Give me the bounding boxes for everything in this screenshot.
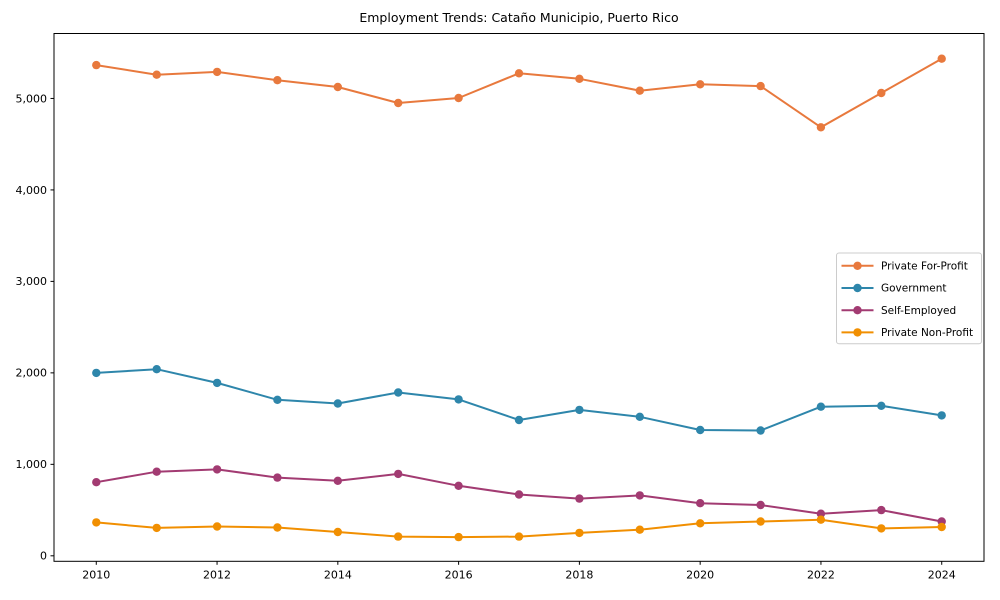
data-point [937,411,946,420]
y-tick-label: 3,000 [16,275,48,288]
y-tick-label: 0 [40,550,47,563]
y-tick-label: 5,000 [16,92,48,105]
data-point [575,528,584,538]
data-point [333,399,342,408]
data-point [333,82,342,92]
data-point [454,481,463,490]
data-point [816,402,826,411]
data-point [394,469,403,479]
data-point [635,412,644,421]
data-point [514,490,524,499]
data-point [92,478,101,487]
legend: Private For-Profit Government Self-Employe… [836,252,982,345]
data-point [635,491,644,500]
data-point [575,494,584,503]
plot-border [53,33,985,562]
data-point [273,523,282,532]
data-point [394,98,403,108]
data-point [877,524,886,533]
data-point [92,518,101,527]
data-point [877,88,886,98]
data-point [333,527,342,537]
data-point [394,532,403,541]
data-point [454,93,463,103]
data-point [635,525,644,534]
data-point [152,523,161,533]
x-tick-label: 2012 [203,568,231,581]
legend-marker [853,283,862,293]
data-point [575,74,584,84]
data-point [877,401,886,410]
data-point [696,499,705,508]
data-point [756,81,765,91]
data-point [152,365,161,374]
legend-item-private-non-profit: Private Non-Profit [841,327,973,339]
data-point [816,515,826,524]
data-point [152,467,161,476]
data-point [212,67,222,77]
data-point [273,473,282,482]
legend-item-self-employed: Self-Employed [841,305,956,317]
x-tick-label: 2016 [445,568,473,581]
series-government [92,365,946,435]
data-point [514,532,524,541]
series-self-employed [92,465,946,526]
data-point [575,405,584,415]
data-point [92,368,101,378]
data-point [394,388,403,397]
data-point [756,500,765,510]
legend-label: Private For-Profit [881,260,968,272]
x-tick-label: 2020 [686,568,714,581]
data-point [273,395,282,404]
data-point [212,378,222,388]
series-line-private-for-profit [95,57,943,129]
legend-box [836,252,982,345]
legend-label: Private Non-Profit [881,327,973,339]
legend-item-private-for-profit: Private For-Profit [841,260,968,272]
legend-marker [853,328,862,337]
data-point [92,60,101,70]
data-point [756,426,765,435]
data-point [937,522,946,532]
series-private-for-profit [92,54,946,132]
data-point [212,522,222,531]
data-point [514,415,524,425]
data-point [696,425,705,435]
data-point [152,70,161,79]
legend-label: Self-Employed [881,305,956,317]
legend-label: Government [881,283,946,295]
data-point [454,395,463,404]
data-point [454,532,463,542]
x-tick-label: 2018 [565,568,593,581]
data-point [816,123,826,132]
data-point [696,80,705,89]
y-tick-label: 4,000 [16,184,48,197]
data-point [756,517,765,526]
legend-marker [853,306,862,315]
data-point [273,76,282,85]
chart-title: Employment Trends: Cataño Municipio, Pue… [359,10,679,25]
y-tick-label: 2,000 [16,367,48,380]
data-point [212,465,222,474]
x-tick-label: 2022 [807,568,835,581]
data-point [937,54,946,63]
data-point [514,69,524,78]
data-point [635,86,644,95]
x-tick-label: 2010 [82,568,110,581]
legend-marker [853,261,862,270]
data-point [816,509,826,518]
data-point [696,519,705,528]
x-tick-label: 2014 [324,568,352,581]
y-tick-label: 1,000 [16,458,48,471]
data-point [333,476,342,485]
data-point [877,505,886,515]
series-private-non-profit [92,515,946,542]
legend-item-government: Government [841,283,946,295]
x-tick-label: 2024 [928,568,956,581]
